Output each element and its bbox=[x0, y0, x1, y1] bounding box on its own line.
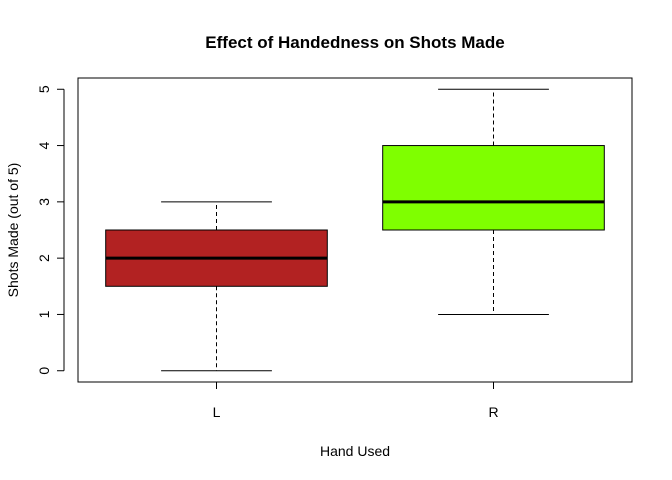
iqr-box bbox=[382, 145, 605, 231]
y-axis-label: Shots Made (out of 5) bbox=[5, 163, 21, 298]
y-tick-label: 0 bbox=[36, 367, 52, 375]
y-tick-label: 4 bbox=[36, 141, 52, 149]
y-tick-label: 1 bbox=[36, 310, 52, 318]
y-axis: 0 1 2 3 4 5 bbox=[36, 85, 65, 375]
x-tick-label: R bbox=[488, 404, 498, 420]
x-axis-label: Hand Used bbox=[320, 443, 390, 459]
y-tick-label: 2 bbox=[36, 254, 52, 262]
box-R bbox=[382, 88, 605, 315]
y-tick-label: 3 bbox=[36, 198, 52, 206]
y-tick-label: 5 bbox=[36, 85, 52, 93]
x-tick-label: L bbox=[213, 404, 221, 420]
chart-title: Effect of Handedness on Shots Made bbox=[205, 33, 504, 52]
box-L bbox=[105, 201, 328, 372]
box-series bbox=[105, 88, 605, 372]
